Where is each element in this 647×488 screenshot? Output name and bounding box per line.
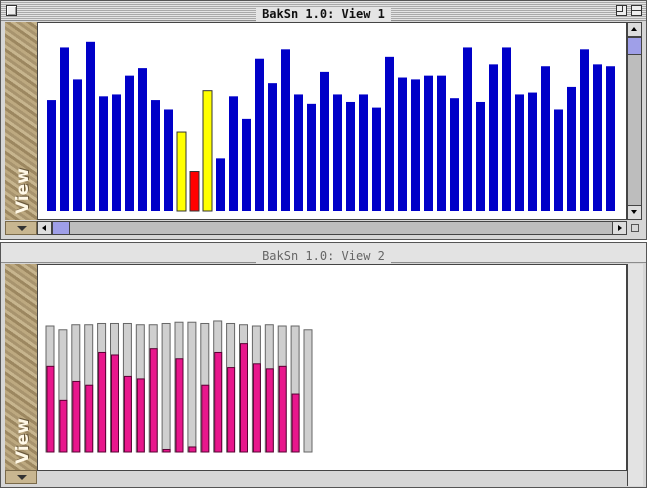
bar-22 [320, 71, 329, 211]
chart2-svg [45, 320, 313, 453]
right-edge-strip [627, 264, 643, 486]
gray-bar-21 [303, 329, 313, 453]
bar-8 [138, 68, 147, 211]
bar-10 [164, 109, 173, 211]
pink-bar-13 [201, 384, 210, 453]
vertical-scroll-thumb[interactable] [628, 37, 641, 55]
bar-38 [528, 92, 537, 211]
bar-2 [60, 47, 69, 211]
bar-9 [151, 100, 160, 211]
bar-1 [47, 100, 56, 211]
pink-bar-1 [46, 365, 55, 453]
gray-bar-10 [161, 322, 171, 453]
pink-bar-14 [214, 351, 223, 453]
bar-31 [437, 75, 446, 211]
bar-36 [502, 47, 511, 211]
close-box-icon[interactable] [6, 5, 17, 16]
bar-18 [268, 83, 277, 211]
view-menu-dropdown-icon[interactable] [5, 470, 37, 484]
bar-39 [541, 66, 550, 211]
bar-11 [176, 131, 187, 212]
view-menu-dropdown-icon[interactable] [5, 221, 37, 235]
collapse-box-icon[interactable] [631, 5, 642, 16]
sidebar-view-label: View [13, 418, 33, 464]
pink-bar-3 [72, 380, 81, 453]
bar-15 [229, 96, 238, 211]
bar-14 [216, 158, 225, 211]
gray-bar-12 [187, 321, 197, 453]
bar-34 [476, 101, 485, 211]
view1-titlebar[interactable]: BakSn 1.0: View 1 [1, 1, 646, 22]
pink-bar-10 [162, 448, 171, 453]
window-title: BakSn 1.0: View 2 [256, 249, 391, 264]
bar-43 [593, 64, 602, 211]
bar-30 [424, 75, 433, 211]
vertical-scrollbar[interactable] [627, 22, 642, 220]
pink-bar-7 [123, 375, 132, 453]
pink-bar-17 [252, 363, 261, 453]
bar-4 [86, 41, 95, 211]
pink-bar-5 [98, 351, 107, 453]
bar-chart-view1 [37, 22, 627, 220]
view2-title-wrap: BakSn 1.0: View 2 [1, 245, 646, 264]
bar-28 [398, 77, 407, 211]
resize-grow-box-icon[interactable] [628, 221, 642, 235]
bar-33 [463, 47, 472, 211]
view1-window: BakSn 1.0: View 1 View [0, 0, 647, 240]
pink-bar-8 [136, 378, 145, 453]
horizontal-scrollbar[interactable] [37, 221, 627, 235]
horizontal-scroll-thumb[interactable] [52, 222, 70, 234]
bar-chart-view2 [37, 264, 627, 470]
bar-35 [489, 64, 498, 211]
scroll-down-arrow-icon[interactable] [628, 205, 641, 219]
pink-bar-4 [85, 384, 94, 453]
pink-bar-18 [265, 368, 274, 453]
view2-titlebar[interactable]: BakSn 1.0: View 2 [1, 243, 646, 264]
bar-37 [515, 94, 524, 211]
bar-26 [372, 107, 381, 211]
pink-bar-6 [111, 354, 119, 453]
bar-12 [189, 171, 200, 212]
pink-bar-20 [291, 393, 300, 453]
bar-40 [554, 109, 563, 211]
divider [37, 470, 627, 471]
bar-41 [567, 86, 576, 211]
scroll-right-arrow-icon[interactable] [612, 222, 626, 234]
bar-19 [281, 49, 290, 211]
pink-bar-15 [227, 367, 236, 453]
bar-16 [242, 118, 251, 211]
bar-29 [411, 79, 420, 212]
bar-5 [99, 96, 108, 211]
pink-bar-11 [175, 358, 184, 453]
pink-bar-16 [240, 343, 248, 453]
bar-21 [307, 103, 316, 211]
scroll-up-arrow-icon[interactable] [628, 23, 641, 37]
sidebar-view-label: View [13, 168, 33, 214]
pink-bar-19 [278, 365, 287, 453]
bar-25 [359, 94, 368, 211]
view2-window: BakSn 1.0: View 2 View [0, 242, 647, 488]
view1-title-wrap: BakSn 1.0: View 1 [1, 3, 646, 22]
bar-24 [346, 101, 355, 211]
bar-23 [333, 94, 342, 211]
bar-44 [606, 66, 615, 211]
bar-17 [255, 58, 264, 211]
bar-7 [125, 75, 134, 211]
bar-32 [450, 98, 459, 211]
bar-6 [112, 94, 121, 211]
view-sidebar: View [5, 22, 37, 220]
window-title: BakSn 1.0: View 1 [256, 7, 391, 22]
bar-3 [73, 79, 82, 212]
pink-bar-9 [149, 348, 158, 453]
pink-bar-2 [59, 399, 68, 453]
chart1-svg [47, 41, 615, 212]
bar-20 [294, 94, 303, 211]
bar-13 [202, 90, 213, 212]
zoom-box-icon[interactable] [616, 5, 627, 16]
view-sidebar: View [5, 264, 37, 470]
bar-27 [385, 56, 394, 212]
pink-bar-12 [188, 446, 197, 453]
bar-42 [580, 49, 589, 211]
scroll-left-arrow-icon[interactable] [38, 222, 52, 234]
